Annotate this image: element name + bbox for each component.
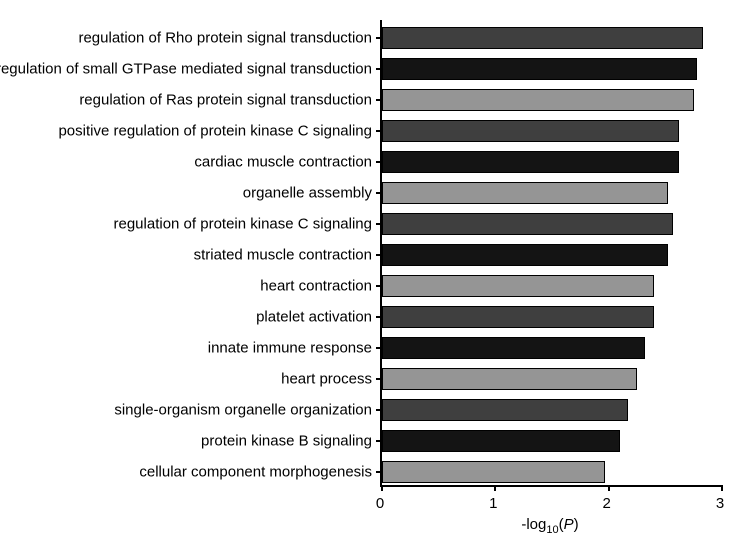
category-label: single-organism organelle organization — [114, 401, 372, 418]
category-label: organelle assembly — [243, 184, 372, 201]
category-label: innate immune response — [208, 339, 372, 356]
category-label: platelet activation — [256, 308, 372, 325]
x-tick-label: 2 — [602, 495, 610, 512]
y-tick — [376, 161, 382, 163]
y-tick — [376, 130, 382, 132]
y-tick — [376, 68, 382, 70]
y-tick — [376, 223, 382, 225]
bar — [382, 368, 637, 390]
x-tick — [381, 485, 383, 491]
bar — [382, 120, 679, 142]
bar — [382, 244, 668, 266]
category-label: striated muscle contraction — [194, 246, 372, 263]
x-axis-title-text: -log10(P) — [521, 516, 578, 533]
x-tick-label: 1 — [489, 495, 497, 512]
x-tick — [494, 485, 496, 491]
go-enrichment-bar-chart: regulation of Rho protein signal transdu… — [0, 0, 750, 549]
category-label: regulation of protein kinase C signaling — [114, 215, 373, 232]
y-tick — [376, 378, 382, 380]
category-label: positive regulation of protein kinase C … — [58, 122, 372, 139]
bar — [382, 337, 645, 359]
category-label: protein kinase B signaling — [201, 432, 372, 449]
y-tick — [376, 471, 382, 473]
bar — [382, 430, 620, 452]
y-tick — [376, 347, 382, 349]
bar — [382, 27, 703, 49]
y-tick — [376, 316, 382, 318]
y-tick — [376, 409, 382, 411]
y-tick — [376, 192, 382, 194]
x-tick-label: 0 — [376, 495, 384, 512]
category-label: regulation of Rho protein signal transdu… — [78, 29, 372, 46]
plot-area — [380, 20, 722, 487]
y-tick — [376, 37, 382, 39]
bar — [382, 89, 694, 111]
x-tick — [608, 485, 610, 491]
bar — [382, 275, 654, 297]
y-tick — [376, 254, 382, 256]
bar — [382, 399, 628, 421]
bar — [382, 213, 673, 235]
bar — [382, 306, 654, 328]
bar — [382, 182, 668, 204]
category-label: heart contraction — [260, 277, 372, 294]
category-label: cardiac muscle contraction — [194, 153, 372, 170]
category-label: regulation of Ras protein signal transdu… — [79, 91, 372, 108]
bar — [382, 461, 605, 483]
y-tick — [376, 99, 382, 101]
category-label: heart process — [281, 370, 372, 387]
y-tick — [376, 440, 382, 442]
y-tick — [376, 285, 382, 287]
bar — [382, 58, 697, 80]
category-label: cellular component morphogenesis — [139, 463, 372, 480]
category-label: regulation of small GTPase mediated sign… — [0, 60, 372, 77]
x-tick — [721, 485, 723, 491]
x-axis-title: -log10(P) — [380, 516, 720, 536]
x-tick-label: 3 — [716, 495, 724, 512]
bar — [382, 151, 679, 173]
